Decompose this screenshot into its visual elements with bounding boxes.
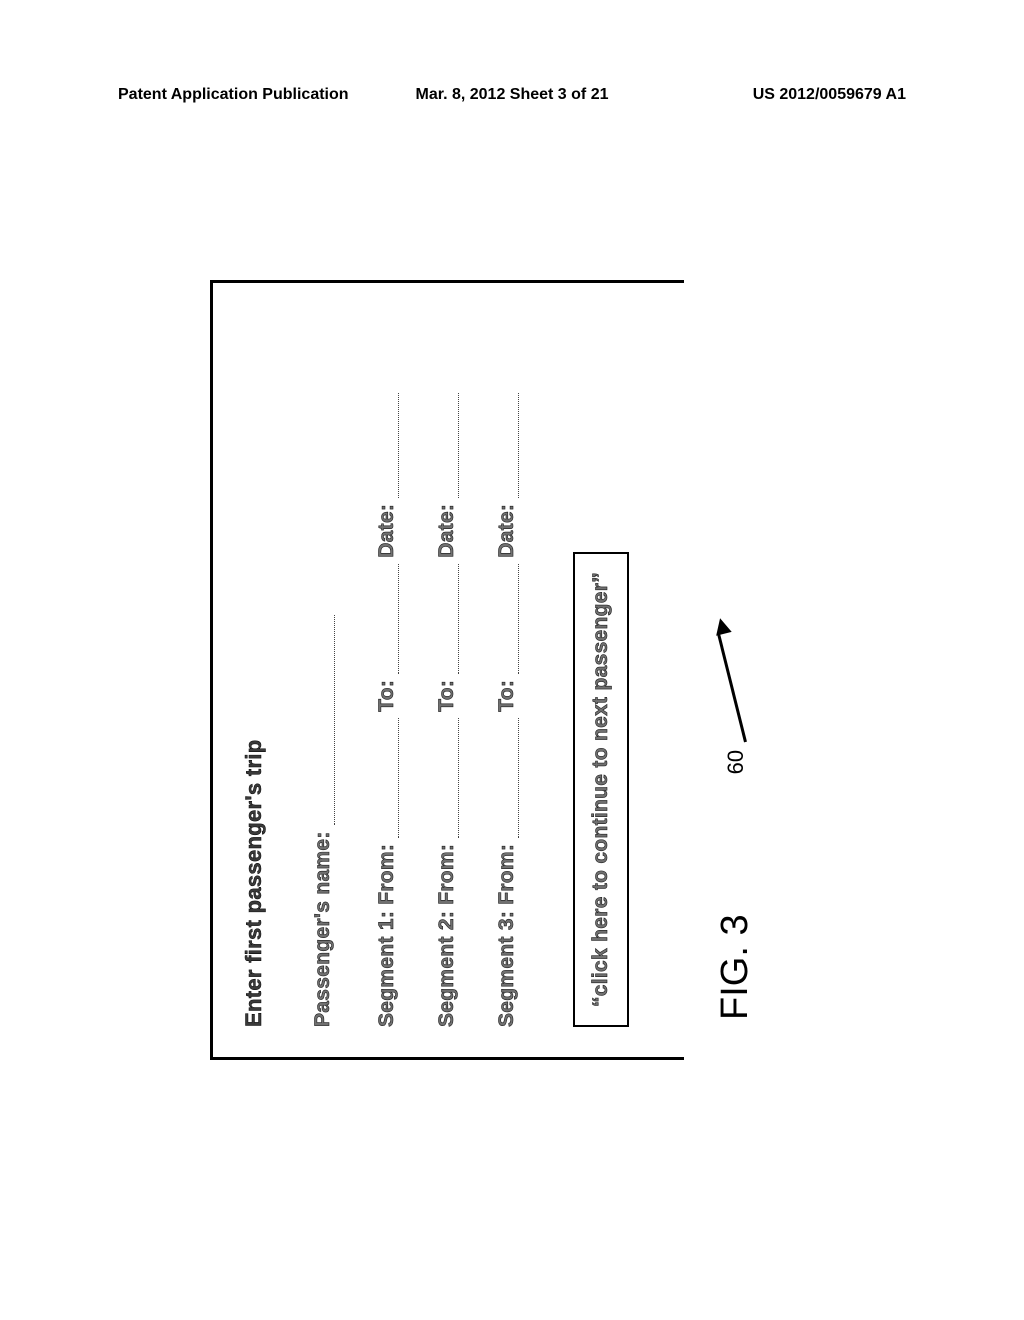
segment-3-date-input[interactable] [497, 393, 519, 498]
segment-row-1: Segment 1: From: To: Date: [375, 313, 399, 1027]
continue-next-passenger-button[interactable]: “click here to continue to next passenge… [573, 552, 629, 1027]
passenger-form-box: Enter first passenger's trip Passenger's… [210, 280, 684, 1060]
rotated-figure-wrapper: Enter first passenger's trip Passenger's… [210, 190, 757, 1060]
segment-row-2: Segment 2: From: To: Date: [435, 313, 459, 1027]
segment-2-to-label: To: [435, 680, 459, 712]
segment-1-prefix: Segment 1: [375, 911, 399, 1027]
segment-3-to-input[interactable] [497, 564, 519, 674]
segment-2-date-label: Date: [435, 504, 459, 558]
figure-refnum: 60 [723, 750, 749, 774]
segment-3-prefix: Segment 3: [495, 911, 519, 1027]
segment-2-prefix: Segment 2: [435, 911, 459, 1027]
passenger-name-input[interactable] [313, 615, 335, 825]
segment-1-from-input[interactable] [377, 718, 399, 838]
page-header: Patent Application Publication Mar. 8, 2… [0, 86, 1024, 104]
segment-3-from-label: From: [495, 844, 519, 905]
segment-2-date-input[interactable] [437, 393, 459, 498]
leader-arrow-line [716, 633, 746, 742]
header-right: US 2012/0059679 A1 [753, 86, 906, 104]
segment-3-to-label: To: [495, 680, 519, 712]
form-title: Enter first passenger's trip [241, 313, 267, 1027]
segment-1-date-label: Date: [375, 504, 399, 558]
header-left: Patent Application Publication [0, 86, 349, 104]
segment-2-from-input[interactable] [437, 718, 459, 838]
segment-1-date-input[interactable] [377, 393, 399, 498]
passenger-name-row: Passenger's name: [311, 313, 335, 1027]
segment-1-to-label: To: [375, 680, 399, 712]
passenger-name-label: Passenger's name: [311, 831, 335, 1027]
figure-label-row: FIG. 3 60 [714, 190, 757, 1060]
figure-ref-group: 60 [723, 622, 749, 774]
figure-label: FIG. 3 [714, 914, 757, 1020]
segment-row-3: Segment 3: From: To: Date: [495, 313, 519, 1027]
leader-arrow-icon [724, 622, 748, 742]
segment-3-date-label: Date: [495, 504, 519, 558]
segment-1-from-label: From: [375, 844, 399, 905]
segment-3-from-input[interactable] [497, 718, 519, 838]
segment-2-from-label: From: [435, 844, 459, 905]
header-center: Mar. 8, 2012 Sheet 3 of 21 [416, 86, 609, 104]
segment-1-to-input[interactable] [377, 564, 399, 674]
segment-2-to-input[interactable] [437, 564, 459, 674]
patent-page: Patent Application Publication Mar. 8, 2… [0, 0, 1024, 1320]
leader-arrow-head [712, 616, 731, 635]
